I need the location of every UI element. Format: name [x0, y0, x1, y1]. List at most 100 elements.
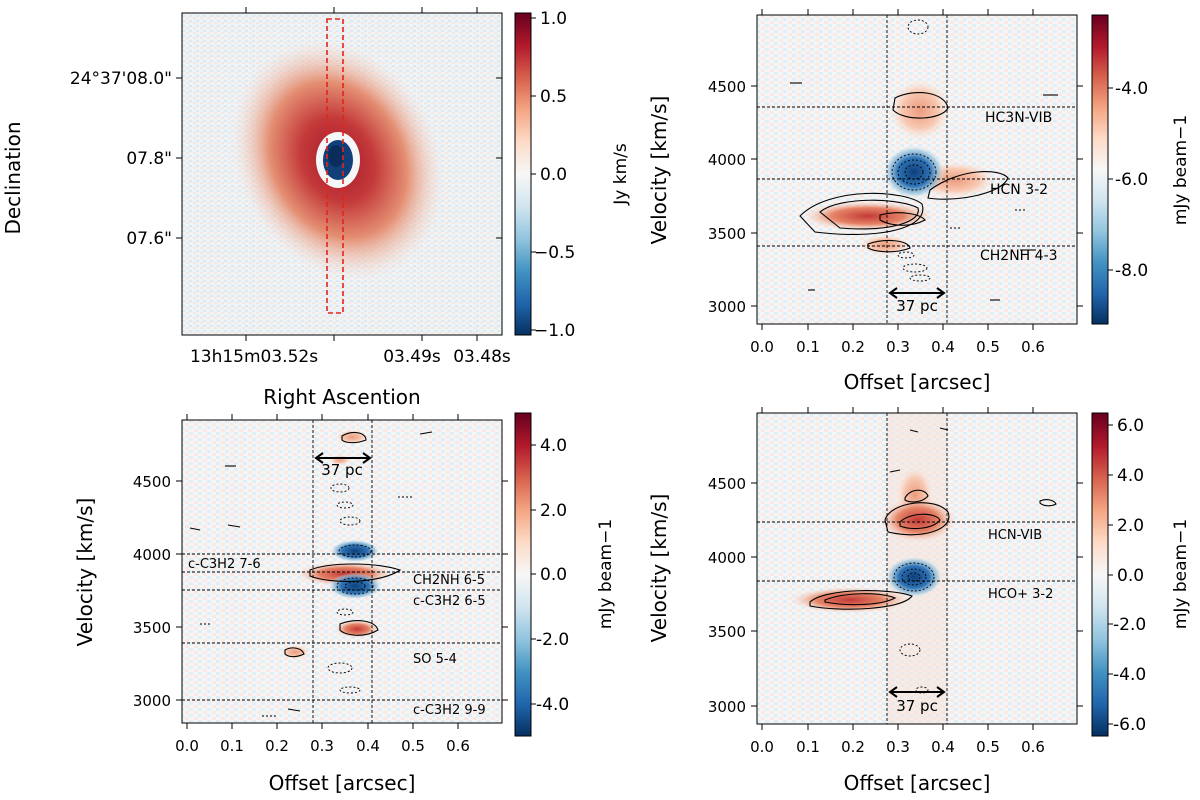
scale-bar-37pc: [888, 287, 946, 299]
colorbar-tick-label: -6.0: [1113, 715, 1146, 735]
colorbar-tick-label: 0.0: [540, 165, 567, 185]
colorbar-tick-label: -4.0: [1115, 79, 1148, 99]
colorbar-tick-label: 2.0: [540, 501, 567, 521]
ra-tick-label: 03.48s: [453, 347, 511, 367]
hcop-emission: [790, 587, 910, 613]
y-tick-label: 4500: [708, 475, 746, 493]
panel-pv-cc3h2: 37 pc c-C3H2 7-6 CH2NH 6-5 c-C3H2 6-5 SO…: [73, 412, 616, 795]
slit-aperture: [326, 18, 344, 314]
x-tick-label: 0.3: [886, 338, 910, 356]
x-tick-label: 0.4: [931, 738, 955, 756]
dec-tick-label: 07.6": [126, 229, 172, 249]
absorption-upper: [331, 540, 379, 562]
y-tick-label: 4000: [133, 546, 171, 564]
pv-grid-lines: [182, 420, 502, 723]
line-label-ch2nh-65: CH2NH 6-5: [413, 573, 485, 588]
y-tick-label: 3500: [708, 225, 746, 243]
colorbar-label: Jy km/s: [611, 143, 631, 206]
colorbar-label: mJy beam−1: [596, 519, 616, 629]
colorbar-tick-label: 2.0: [1117, 516, 1144, 536]
panel-moment-map: 24°37'08.0" 07.8" 07.6" 13h15m03.52s 03.…: [1, 7, 631, 409]
scale-bar-label: 37 pc: [896, 697, 938, 715]
dec-tick-label: 07.8": [126, 149, 172, 169]
x-tick-label: 0.2: [841, 738, 865, 756]
colorbar-tick-label: 4.0: [1117, 466, 1144, 486]
ra-tick-label: 13h15m03.52s: [190, 347, 318, 367]
x-tick-label: 0.6: [1021, 338, 1045, 356]
dec-tick-label: 24°37'08.0": [70, 69, 172, 89]
x-tick-label: 0.6: [1021, 738, 1045, 756]
colorbar-tick-label: -2.0: [1113, 615, 1146, 635]
x-tick-label: 0.6: [446, 737, 470, 755]
colorbar: [514, 412, 532, 737]
y-tick-label: 3500: [708, 623, 746, 641]
colorbar-tick-label: -4.0: [1113, 665, 1146, 685]
colorbar-tick-label: 0.5: [540, 87, 567, 107]
x-axis-label: Right Ascention: [263, 385, 420, 409]
scale-bar-label: 37 pc: [896, 297, 938, 315]
colorbar-tick-label: −0.5: [534, 243, 575, 263]
x-tick-label: 0.0: [175, 737, 199, 755]
x-tick-label: 0.1: [796, 338, 820, 356]
colorbar-tick-label: -4.0: [536, 695, 569, 715]
colorbar: [1091, 412, 1109, 737]
y-axis-label: Velocity [km/s]: [647, 96, 671, 245]
x-tick-label: 0.5: [976, 738, 1000, 756]
colorbar-tick-label: 1.0: [540, 9, 567, 29]
x-tick-label: 0.5: [976, 338, 1000, 356]
scale-bar-label: 37 pc: [321, 461, 363, 479]
scale-bar-37pc: [314, 452, 372, 464]
y-tick-label: 4000: [708, 549, 746, 567]
x-tick-label: 0.1: [220, 737, 244, 755]
colorbar-tick-label: 0.0: [540, 565, 567, 585]
scale-bar-37pc: [888, 686, 946, 698]
line-label-so: SO 5-4: [413, 652, 457, 667]
colorbar-tick-label: -6.0: [1115, 170, 1148, 190]
y-tick-label: 3000: [133, 692, 171, 710]
pv-grid-lines: [757, 15, 1077, 324]
x-tick-label: 0.2: [841, 338, 865, 356]
y-tick-label: 3500: [133, 619, 171, 637]
colorbar-tick-label: -8.0: [1115, 261, 1148, 281]
pv-grid-lines: [757, 413, 1077, 724]
ra-tick-label: 03.49s: [383, 347, 441, 367]
line-label-cc3h2-76: c-C3H2 7-6: [188, 557, 261, 572]
y-tick-label: 4000: [708, 151, 746, 169]
x-axis-label: Offset [arcsec]: [269, 771, 416, 795]
colorbar: [514, 12, 532, 336]
line-label-hcop: HCO+ 3-2: [988, 587, 1053, 602]
x-tick-label: 0.0: [750, 738, 774, 756]
line-label-ch2nh: CH2NH 4-3: [980, 248, 1058, 264]
y-tick-label: 3000: [708, 698, 746, 716]
x-tick-label: 0.3: [310, 737, 334, 755]
y-tick-label: 4500: [133, 473, 171, 491]
colorbar: [1091, 14, 1109, 325]
y-tick-label: 3000: [708, 298, 746, 316]
x-tick-label: 0.4: [931, 338, 955, 356]
colorbar-label: mJy beam−1: [1171, 519, 1191, 629]
absorption-lower: [329, 573, 381, 599]
line-label-hcn: HCN 3-2: [990, 182, 1048, 198]
colorbar-tick-label: 6.0: [1117, 416, 1144, 436]
x-tick-label: 0.0: [750, 338, 774, 356]
panel-pv-hcn: 37 pc HC3N-VIB HCN 3-2 CH2NH 4-3 0.0 0.1…: [647, 9, 1191, 394]
hcn-emission: [802, 201, 934, 231]
colorbar-tick-label: −1.0: [534, 321, 575, 341]
colorbar-tick-label: 0.0: [1117, 566, 1144, 586]
x-tick-label: 0.5: [401, 737, 425, 755]
x-axis-label: Offset [arcsec]: [844, 771, 991, 795]
line-label-hc3n: HC3N-VIB: [985, 110, 1052, 126]
colorbar-tick-label: 4.0: [540, 436, 567, 456]
y-axis-label: Declination: [1, 121, 25, 234]
colorbar-tick-label: -2.0: [536, 630, 569, 650]
hcn-vib-emission: [880, 498, 956, 542]
colorbar-label: mJy beam−1: [1171, 115, 1191, 225]
x-tick-label: 0.1: [796, 738, 820, 756]
x-axis-label: Offset [arcsec]: [844, 370, 991, 394]
line-label-hcn-vib: HCN-VIB: [988, 528, 1042, 543]
panel-pv-hcop: 37 pc HCN-VIB HCO+ 3-2 0.0 0.1 0.2 0.3 0…: [647, 407, 1191, 795]
y-tick-label: 4500: [708, 78, 746, 96]
line-label-cc3h2-65: c-C3H2 6-5: [413, 594, 486, 609]
x-tick-label: 0.4: [356, 737, 380, 755]
